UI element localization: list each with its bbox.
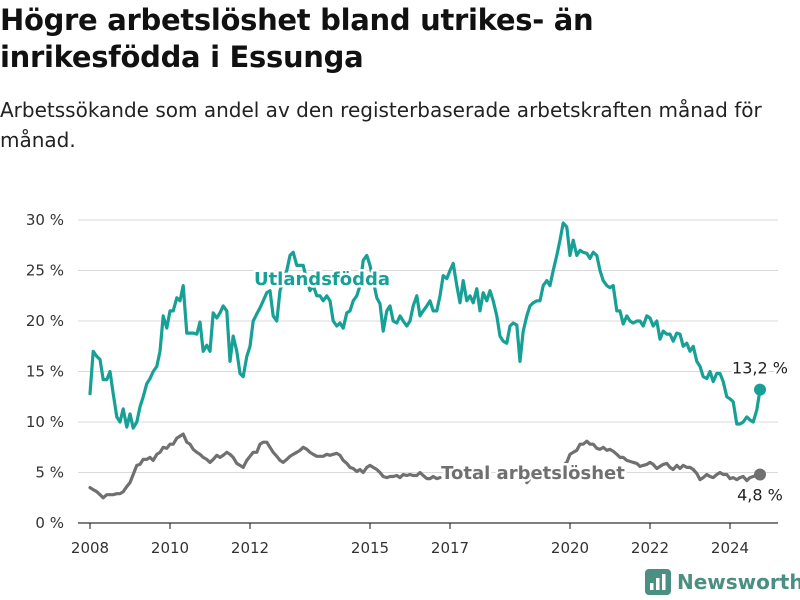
total-series-label: Total arbetslöshet	[441, 463, 625, 484]
chart-subtitle: Arbetssökande som andel av den registerb…	[0, 98, 762, 152]
brand-logo[interactable]: Newsworthy	[645, 569, 800, 595]
y-tick-label: 20 %	[26, 312, 64, 330]
x-tick-label: 2017	[431, 539, 469, 557]
utlandsfodda-end-point	[754, 383, 766, 396]
total-arbetsloshet-line	[561, 439, 762, 483]
y-tick-label: 25 %	[26, 262, 64, 280]
y-tick-label: 0 %	[35, 514, 64, 532]
brand-name: Newsworthy	[677, 570, 800, 594]
series-lines	[88, 221, 766, 500]
y-tick-label: 15 %	[26, 363, 64, 381]
x-tick-label: 2024	[711, 539, 749, 557]
x-tick-label: 2022	[631, 539, 669, 557]
utlandsfodda-series-label: Utlandsfödda	[254, 269, 390, 290]
y-axis-tick-labels: 0 % 5 % 10 % 15 % 20 % 25 % 30 %	[26, 211, 64, 532]
chart-title: Högre arbetslöshet bland utrikes- än inr…	[0, 3, 594, 74]
total-end-label: 4,8 %	[737, 486, 783, 505]
total-arbetsloshet-line	[525, 477, 532, 485]
x-axis-ticks: 2008 2010 2012 2015 2017 2020 2022 2024	[71, 523, 749, 557]
y-tick-label: 30 %	[26, 211, 64, 229]
series-labels: Utlandsfödda Total arbetslöshet 13,2 % 4,8 …	[251, 267, 790, 508]
total-arbetsloshet-line	[88, 432, 442, 500]
y-tick-label: 5 %	[35, 464, 64, 482]
x-tick-label: 2010	[151, 539, 189, 557]
x-tick-label: 2015	[351, 539, 389, 557]
x-tick-label: 2012	[231, 539, 269, 557]
gridlines	[78, 219, 778, 473]
x-tick-label: 2020	[551, 539, 589, 557]
utlandsfodda-line	[88, 221, 762, 430]
utlandsfodda-end-label: 13,2 %	[732, 359, 788, 378]
total-end-point	[754, 468, 766, 481]
y-tick-label: 10 %	[26, 413, 64, 431]
x-tick-label: 2008	[71, 539, 109, 557]
newsworthy-bar-chart-icon	[645, 569, 671, 595]
